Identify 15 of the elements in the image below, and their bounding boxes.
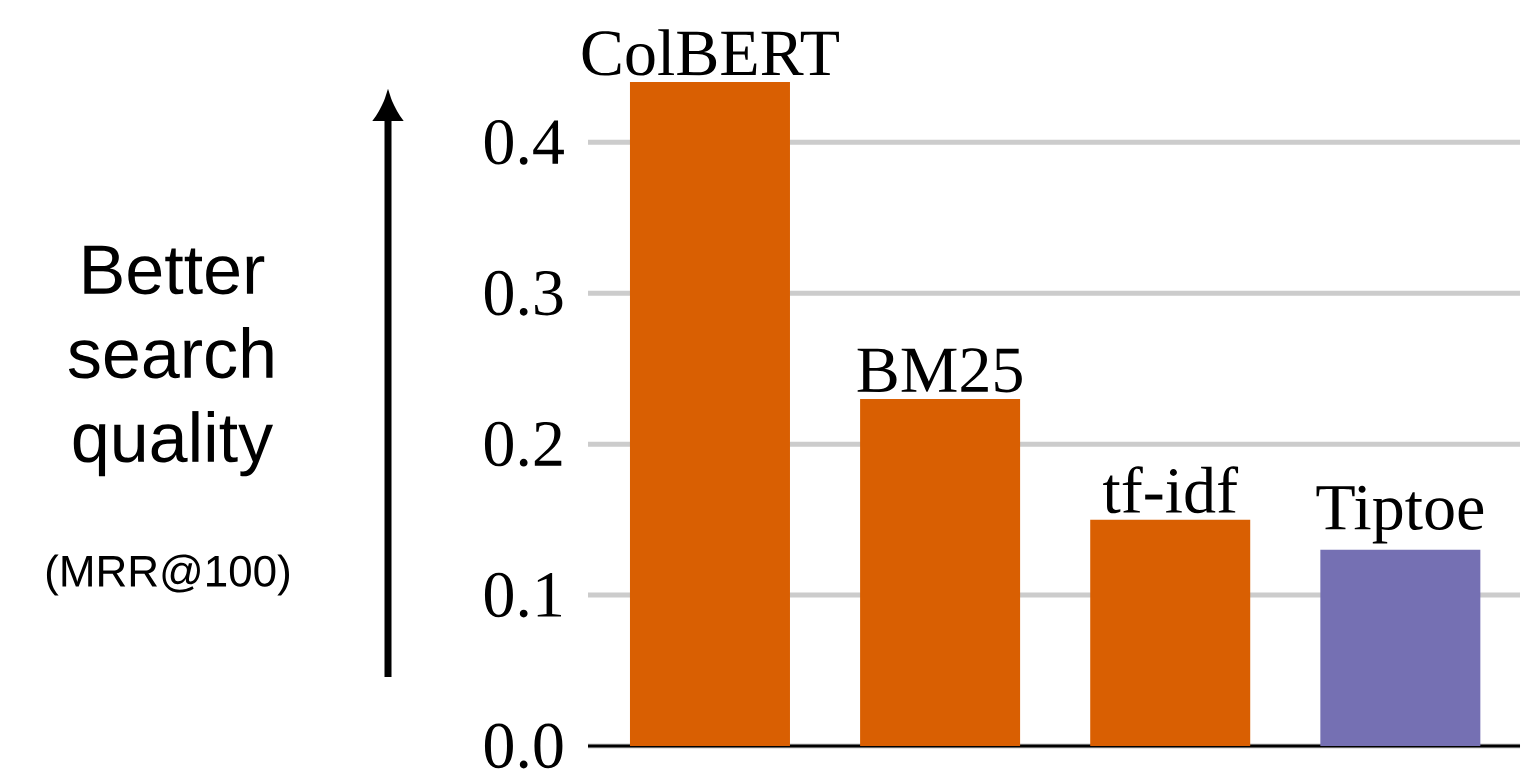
y-tick-label: 0.4 xyxy=(484,119,564,165)
text: (MRR@100) xyxy=(46,554,290,596)
y-tick-label: 0.0 xyxy=(484,723,563,769)
y-tick-label: 0.2 xyxy=(484,421,562,467)
y-tick-label: 0.1 xyxy=(484,572,561,618)
x-tick-label: BM25 xyxy=(857,348,1022,393)
y-axis-title: Better search quality xyxy=(68,245,274,477)
x-tick-label: ColBERT xyxy=(582,29,839,76)
y-tick-label: 0.3 xyxy=(484,270,563,316)
bar xyxy=(1320,549,1481,746)
bar xyxy=(860,398,1021,746)
bar xyxy=(1090,519,1251,746)
bar xyxy=(629,82,790,746)
x-tick-label: tf-idf xyxy=(1103,466,1239,514)
x-tick-label: Tiptoe xyxy=(1316,485,1484,544)
